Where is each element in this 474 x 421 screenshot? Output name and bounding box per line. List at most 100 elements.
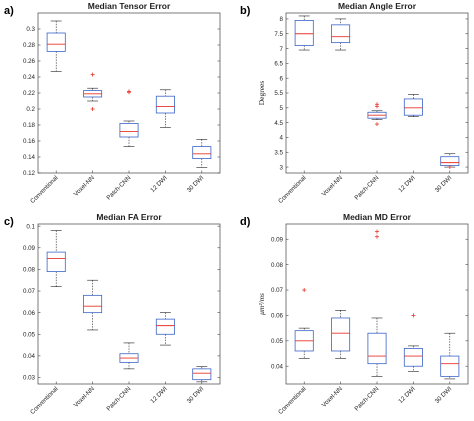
box-body <box>155 318 175 335</box>
y-tick-label: 0.05 <box>23 331 36 338</box>
box-2 <box>367 229 387 377</box>
box-body <box>440 156 460 166</box>
panel-label: b) <box>240 5 251 17</box>
box-3 <box>403 94 423 118</box>
y-tick-label: 0.04 <box>23 353 36 360</box>
box-body <box>331 24 351 44</box>
axes-frame <box>37 223 221 385</box>
outlier-point <box>90 72 95 77</box>
box-0 <box>294 15 314 51</box>
box-3 <box>403 313 423 372</box>
y-tick-label: 7.5 <box>274 31 283 38</box>
box-0 <box>46 20 66 72</box>
chart-title: Median Tensor Error <box>88 1 171 11</box>
outlier-point <box>411 313 416 318</box>
outlier-point <box>90 107 95 111</box>
box-body <box>46 32 66 52</box>
y-tick-label: 0.26 <box>23 58 36 65</box>
y-tick-label: 0.1 <box>26 223 35 230</box>
y-tick-label: 0.28 <box>23 42 36 49</box>
box-4 <box>192 366 212 383</box>
x-tick-label: 12 DWI <box>149 385 169 405</box>
x-tick-label: 30 DWI <box>186 385 206 405</box>
x-tick-label: Voxel-NN <box>321 385 344 408</box>
outlier-point <box>375 229 379 234</box>
y-tick-label: 6.5 <box>274 61 283 68</box>
y-tick-label: 3.5 <box>274 149 283 156</box>
panel-label: d) <box>240 216 251 228</box>
x-tick-label: 12 DWI <box>149 174 169 194</box>
box-3 <box>155 89 175 128</box>
box-2 <box>119 342 139 370</box>
y-tick-label: 0.07 <box>271 287 284 294</box>
x-tick-label: 12 DWI <box>397 174 417 194</box>
box-body <box>83 294 103 314</box>
box-body <box>119 123 139 138</box>
x-tick-label: 30 DWI <box>186 174 206 194</box>
box-1 <box>331 18 351 51</box>
box-body <box>331 317 351 352</box>
x-tick-label: 12 DWI <box>397 385 417 405</box>
y-tick-label: 0.22 <box>23 90 36 97</box>
box-body <box>440 355 460 377</box>
y-tick-label: 0.07 <box>23 288 36 295</box>
outlier-point <box>302 288 307 293</box>
y-tick-label: 0.14 <box>23 154 36 161</box>
box-body <box>367 332 387 365</box>
box-body <box>294 20 314 46</box>
box-body <box>403 348 423 367</box>
box-4 <box>192 139 212 168</box>
y-tick-label: 0.08 <box>271 262 284 269</box>
y-tick-label: 0.04 <box>271 363 284 370</box>
y-tick-label: 0.05 <box>271 338 284 345</box>
panel-label: a) <box>4 5 14 17</box>
y-tick-label: 6 <box>280 75 284 82</box>
y-tick-label: 5 <box>280 105 284 112</box>
y-tick-label: 0.09 <box>271 236 284 243</box>
x-tick-label: Conventional <box>277 385 307 415</box>
y-tick-label: 0.18 <box>23 122 36 129</box>
y-tick-label: 0.06 <box>271 313 284 320</box>
x-tick-label: Conventional <box>277 174 307 204</box>
box-body <box>192 368 212 381</box>
box-body <box>155 95 175 114</box>
outlier-point <box>375 234 379 239</box>
outlier-point <box>375 122 379 127</box>
box-4 <box>440 153 460 170</box>
box-1 <box>83 279 103 331</box>
x-tick-label: Patch-CNN <box>105 385 132 412</box>
y-tick-label: 8 <box>280 16 284 23</box>
x-tick-label: Voxel-NN <box>321 174 344 197</box>
box-1 <box>331 310 351 359</box>
panel-3: d) Median MD Error 0.04 0.05 0.06 0.07 0.08 0.0… <box>240 212 469 416</box>
panel-1: b) Median Angle Error 3 3.5 4 4.5 5 5.5 6 6.5 7 7.5… <box>240 1 469 205</box>
x-tick-label: Conventional <box>29 174 59 204</box>
y-tick-label: 0.03 <box>23 375 36 382</box>
outlier-point <box>375 102 379 107</box>
x-tick-label: 30 DWI <box>434 385 454 405</box>
box-4 <box>440 332 460 380</box>
y-tick-label: 0.12 <box>23 170 36 177</box>
outlier-point <box>127 89 131 94</box>
y-tick-label: 0.09 <box>23 245 36 252</box>
x-tick-label: Patch-CNN <box>353 174 380 201</box>
y-tick-label: 0.16 <box>23 138 36 145</box>
chart-title: Median MD Error <box>343 212 412 222</box>
box-2 <box>119 89 139 147</box>
x-tick-label: Patch-CNN <box>353 385 380 412</box>
x-tick-label: Voxel-NN <box>73 174 96 197</box>
y-tick-label: 4.5 <box>274 120 283 127</box>
box-3 <box>155 312 175 346</box>
y-tick-label: 3 <box>280 164 284 171</box>
y-tick-label: 7 <box>280 46 284 53</box>
x-tick-label: Voxel-NN <box>73 385 96 408</box>
box-body <box>46 251 66 272</box>
x-tick-label: Patch-CNN <box>105 174 132 201</box>
x-tick-label: Conventional <box>29 385 59 415</box>
panel-label: c) <box>4 216 14 228</box>
panel-2: c) Median FA Error 0.03 0.04 0.05 0.06 0.07 0.0… <box>4 212 221 416</box>
y-tick-label: 0.3 <box>26 26 35 33</box>
y-tick-label: 0.06 <box>23 310 36 317</box>
y-tick-label: 4 <box>280 135 284 142</box>
